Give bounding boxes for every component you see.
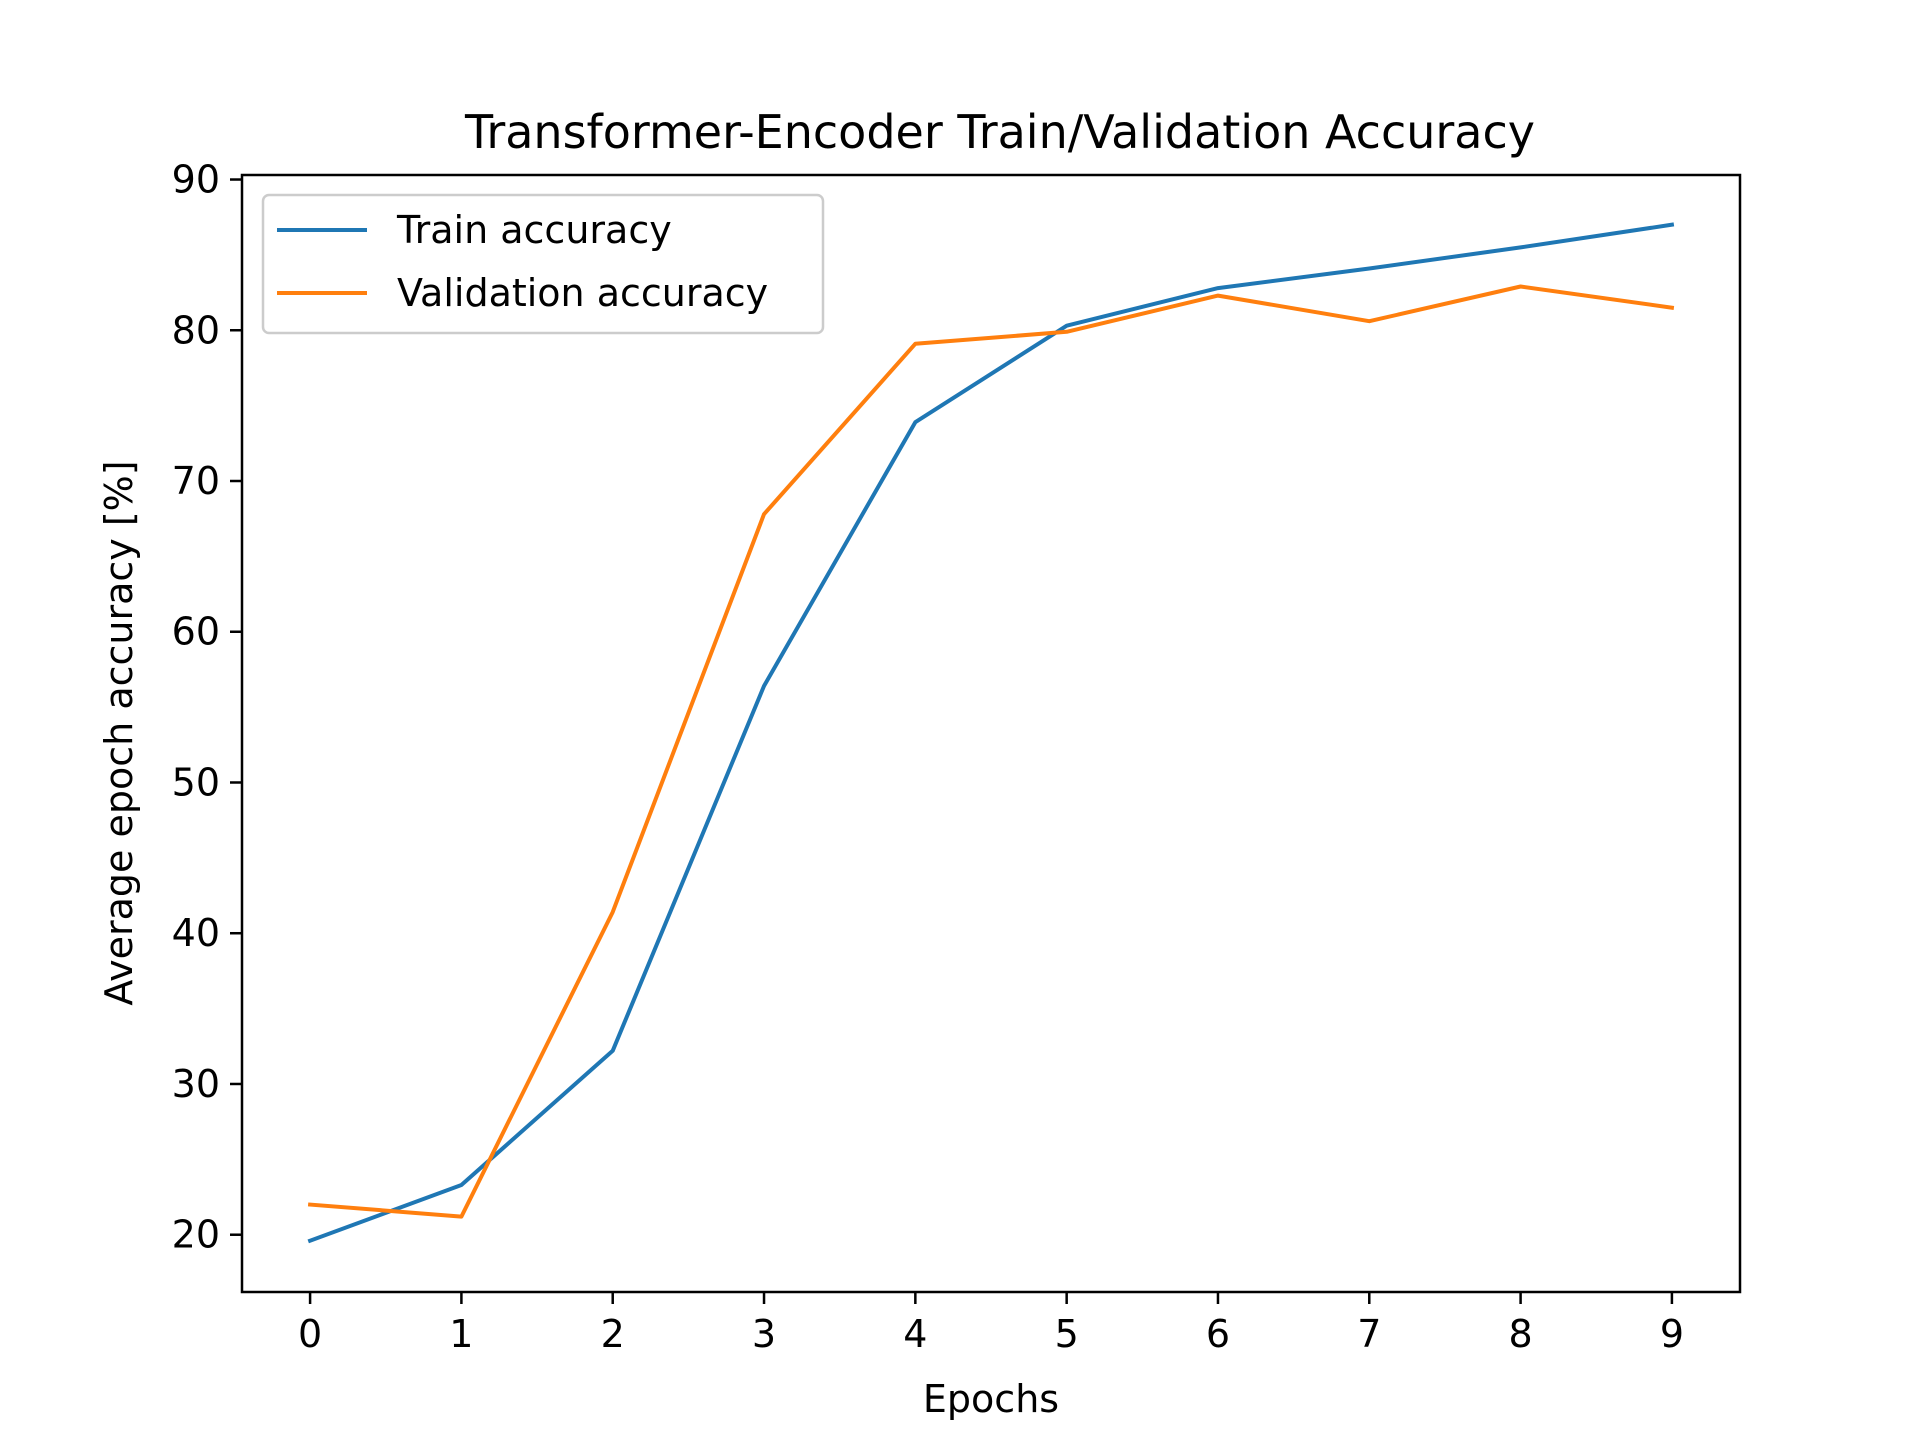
x-tick-label: 8 (1509, 1312, 1533, 1356)
y-tick-label: 30 (172, 1062, 220, 1106)
x-tick-label: 5 (1055, 1312, 1079, 1356)
chart-title: Transformer-Encoder Train/Validation Acc… (464, 105, 1535, 159)
x-tick-label: 6 (1206, 1312, 1230, 1356)
y-tick-label: 90 (172, 158, 220, 202)
y-tick-label: 50 (172, 760, 220, 804)
x-tick-label: 2 (601, 1312, 625, 1356)
x-tick-label: 4 (903, 1312, 927, 1356)
series-line-1 (307, 284, 1675, 1219)
plot-frame (240, 173, 1742, 1294)
legend-box (261, 193, 825, 335)
legend-label-validation: Validation accuracy (397, 271, 768, 315)
y-tick-label: 70 (172, 459, 220, 503)
legend: Train accuracy Validation accuracy (261, 193, 825, 335)
y-tick-label: 40 (172, 911, 220, 955)
y-tick-label: 60 (172, 610, 220, 654)
y-tick-label: 20 (172, 1213, 220, 1257)
x-axis: 0 1 2 3 4 5 6 7 8 9 (298, 1292, 1684, 1356)
series-line-0 (307, 222, 1675, 1244)
x-tick-label: 0 (298, 1312, 322, 1356)
x-tick-label: 1 (449, 1312, 473, 1356)
x-axis-label: Epochs (923, 1377, 1059, 1421)
y-axis: 20 30 40 50 60 70 80 90 (172, 158, 242, 1257)
legend-label-train: Train accuracy (396, 208, 672, 252)
plot-lines (307, 222, 1675, 1244)
x-tick-label: 3 (752, 1312, 776, 1356)
x-tick-label: 7 (1357, 1312, 1381, 1356)
x-tick-label: 9 (1660, 1312, 1684, 1356)
y-tick-label: 80 (172, 308, 220, 352)
y-axis-label: Average epoch accuracy [%] (97, 460, 141, 1005)
